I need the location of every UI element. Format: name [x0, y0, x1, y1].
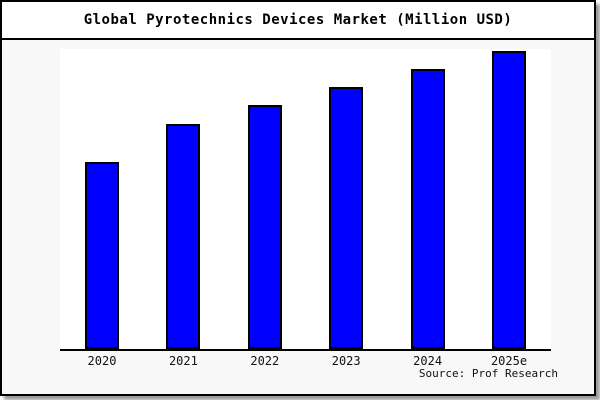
x-axis-label-2024: 2024 [413, 354, 443, 368]
bar-2025e [492, 51, 526, 349]
bar-2020 [85, 161, 119, 349]
bar-2023 [329, 87, 364, 349]
x-axis-label-2021: 2021 [168, 354, 198, 368]
plot-area [60, 49, 551, 351]
source-credit: Source: Prof Research [418, 367, 558, 380]
bar-2024 [410, 69, 445, 349]
x-axis-label-2022: 2022 [250, 354, 280, 368]
x-axis-label-2025e: 2025e [490, 354, 528, 368]
bar-2022 [247, 105, 282, 349]
bar-2021 [166, 124, 201, 349]
x-axis-label-2023: 2023 [331, 354, 361, 368]
x-axis-labels: 2020 2021 2022 2023 2024 2025e [0, 354, 600, 370]
chart-title: Global Pyrotechnics Devices Market (Mill… [83, 12, 513, 28]
x-axis-label-2020: 2020 [87, 354, 117, 368]
chart-title-box: Global Pyrotechnics Devices Market (Mill… [0, 0, 596, 40]
